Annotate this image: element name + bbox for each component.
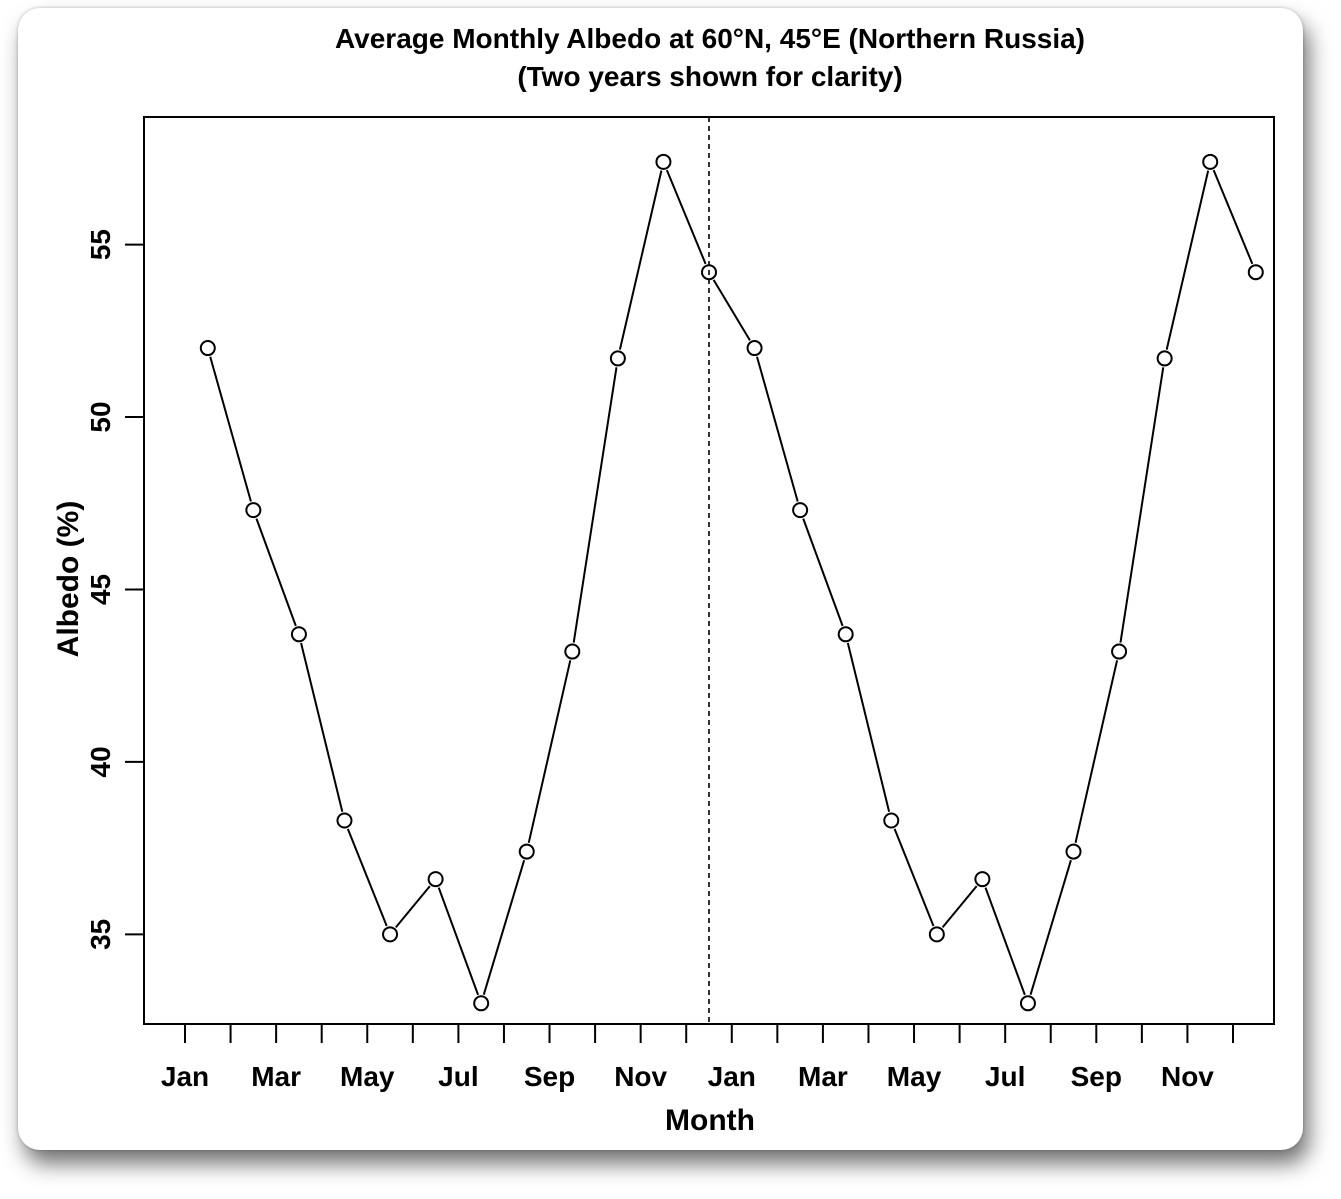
series-line-segment (802, 518, 844, 627)
series-line-segment (300, 642, 344, 813)
data-point (336, 812, 353, 829)
data-point (382, 926, 399, 943)
data-point (837, 626, 854, 643)
y-tick-label: 35 (85, 919, 116, 950)
data-point (655, 153, 672, 170)
x-tick-label: Jan (161, 1061, 209, 1092)
series-line-segment (209, 356, 252, 502)
x-tick-label: Sep (524, 1061, 575, 1092)
data-point (1019, 995, 1036, 1012)
series-line-segment (984, 887, 1026, 996)
chart-card: Average Monthly Albedo at 60°N, 45°E (No… (18, 8, 1303, 1150)
x-tick-label: Mar (798, 1061, 848, 1092)
series-line-segment (1212, 169, 1254, 265)
series-line-segment (756, 356, 799, 502)
x-tick-label: Jul (985, 1061, 1025, 1092)
data-point (473, 995, 490, 1012)
series-line-segment (482, 859, 526, 995)
data-point (1111, 643, 1128, 660)
data-point (609, 350, 626, 367)
series-line-segment (1165, 170, 1210, 350)
chart-subtitle: (Two years shown for clarity) (517, 61, 902, 92)
data-point (245, 502, 262, 519)
x-tick-label: Mar (251, 1061, 301, 1092)
x-tick-label: May (340, 1061, 395, 1092)
series-line-segment (572, 367, 618, 643)
series-line-segment (893, 828, 935, 927)
x-tick-label: Nov (614, 1061, 667, 1092)
data-point (564, 643, 581, 660)
data-point (290, 626, 307, 643)
series-line-segment (255, 518, 297, 627)
x-tick-label: May (887, 1061, 942, 1092)
data-point (746, 340, 763, 357)
data-point (1202, 153, 1219, 170)
x-tick-label: Jul (438, 1061, 478, 1092)
series-line-segment (712, 279, 751, 341)
y-tick-label: 45 (85, 574, 116, 605)
data-point (792, 502, 809, 519)
series-line-segment (527, 660, 572, 844)
y-tick-label: 55 (85, 229, 116, 260)
series-line-segment (1074, 660, 1119, 844)
series-line-segment (346, 828, 388, 927)
data-point (518, 843, 535, 860)
series-line-segment (941, 885, 978, 929)
series-line-segment (437, 887, 480, 996)
x-tick-label: Jan (708, 1061, 756, 1092)
plot-marks: Jan Mar May Jul Sep Nov Jan Mar May Jul Sep Nov 35 40… (85, 117, 1264, 1092)
x-axis-label: Month (665, 1104, 755, 1137)
data-point (427, 871, 444, 888)
data-point (701, 264, 717, 281)
y-axis-label: Albedo (%) (52, 501, 85, 658)
data-point (928, 926, 945, 943)
x-tick-label: Nov (1161, 1061, 1214, 1092)
y-tick-label: 50 (85, 401, 116, 432)
data-point (883, 812, 900, 829)
data-point (199, 340, 216, 357)
series-line-segment (1029, 859, 1072, 995)
series-line-segment (1119, 367, 1165, 643)
data-point (1247, 264, 1264, 281)
series-line-segment (846, 642, 891, 813)
data-point (974, 871, 991, 888)
data-point (1065, 843, 1082, 860)
series-line-segment (665, 169, 707, 265)
data-point (1156, 350, 1173, 367)
x-tick-label: Sep (1071, 1061, 1122, 1092)
series-line-segment (618, 170, 663, 350)
chart-title: Average Monthly Albedo at 60°N, 45°E (No… (335, 23, 1085, 54)
y-tick-label: 40 (85, 746, 116, 777)
series-line-segment (395, 885, 431, 929)
albedo-chart: Average Monthly Albedo at 60°N, 45°E (No… (52, 23, 1275, 1137)
